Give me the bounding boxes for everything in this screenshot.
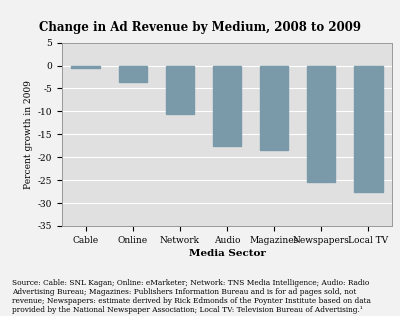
Bar bbox=[307, 66, 336, 182]
Text: Source: Cable: SNL Kagan; Online: eMarketer; Network: TNS Media Intelligence; Au: Source: Cable: SNL Kagan; Online: eMarke… bbox=[12, 279, 371, 314]
Y-axis label: Percent growth in 2009: Percent growth in 2009 bbox=[24, 80, 34, 189]
Bar bbox=[354, 66, 382, 191]
Bar bbox=[213, 66, 241, 146]
Bar bbox=[72, 66, 100, 68]
X-axis label: Media Sector: Media Sector bbox=[188, 249, 266, 258]
Bar bbox=[166, 66, 194, 114]
Bar bbox=[260, 66, 288, 150]
Bar bbox=[118, 66, 147, 82]
Text: Change in Ad Revenue by Medium, 2008 to 2009: Change in Ad Revenue by Medium, 2008 to … bbox=[39, 21, 361, 33]
